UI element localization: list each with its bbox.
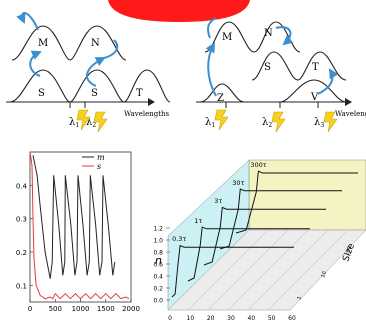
trace-label: 3τ <box>214 197 222 205</box>
level-s2-a: S <box>91 88 98 99</box>
y-tick-label: 0.3 <box>16 216 27 224</box>
level-n-a: N <box>91 38 100 49</box>
level-z-b: Z <box>217 93 224 104</box>
panel-b: Wavelengths M N S T Z V λ1 λ2 λ3 <box>196 17 366 133</box>
lambda-1-a: λ1 <box>69 117 79 129</box>
chart-d-y-ticks: 0.0 0.2 0.4 0.6 0.8 1.0 1.2 <box>153 226 170 305</box>
trace-3τ <box>203 206 326 266</box>
chart-c-x-ticks: 0 500 1000 1500 2000 <box>28 299 140 313</box>
lambda-2-b: λ2 <box>262 117 272 129</box>
top-banner <box>108 0 250 22</box>
level-m-b: M <box>222 32 232 43</box>
transition-arrow <box>86 57 106 87</box>
panel-a-axis-label: Wavelengths <box>124 110 170 118</box>
transition-arrow <box>103 39 119 59</box>
legend-m-label: m <box>97 153 105 162</box>
trace-300τ <box>235 170 358 234</box>
size-tick-label: 1 <box>296 296 303 301</box>
chart-c-y-ticks: 0.1 0.2 0.3 0.4 <box>16 182 33 290</box>
chart-d-ylabel: n <box>155 254 162 267</box>
level-s-b: S <box>264 62 271 73</box>
x-tick-label: 0 <box>28 305 32 313</box>
trace-label: 300τ <box>250 161 266 169</box>
lightning-icon <box>271 111 286 133</box>
series-line-s <box>29 151 130 300</box>
level-t-a: T <box>136 88 143 99</box>
x-tick-label: 500 <box>49 305 62 313</box>
transition-arrow <box>317 68 339 95</box>
trace-1τ <box>187 226 310 282</box>
lambda-2-a: λ2 <box>86 117 96 129</box>
trace-30τ <box>219 188 342 250</box>
x-tick-label: 30 <box>227 315 235 322</box>
y-tick-label: 0.4 <box>16 182 28 190</box>
y-tick-label: 1.0 <box>153 238 163 245</box>
transition-arrow <box>29 50 42 77</box>
x-tick-label: 10 <box>187 315 195 322</box>
chart-c-series <box>29 151 130 300</box>
level-n-b: N <box>264 28 273 39</box>
floor-grid <box>187 229 349 311</box>
level-s1-a: S <box>38 88 45 99</box>
x-tick-label: 50 <box>268 315 276 322</box>
x-tick-label: 1000 <box>72 305 90 313</box>
panel-b-upper-curve <box>204 21 301 53</box>
trace-label: 0.3τ <box>172 235 186 243</box>
panel-a: Wavelengths M N S S T λ1 λ2 <box>6 12 171 133</box>
chart-c-frame <box>29 151 132 303</box>
x-tick-label: 40 <box>248 315 256 322</box>
x-tick-label: 20 <box>207 315 215 322</box>
lightning-icon <box>214 109 229 131</box>
x-tick-label: 2000 <box>122 305 140 313</box>
floor <box>167 229 366 311</box>
chart-d-size-ticks: 1 10 100 <box>296 246 353 301</box>
x-tick-label: 0 <box>168 315 172 322</box>
waterfall-3d-chart: 0.00.20.40.60.81.01.2 0 10 20 30 40 50 60 1101… <box>153 159 366 322</box>
y-tick-label: 0.4 <box>153 274 163 281</box>
y-tick-label: 1.2 <box>153 226 163 233</box>
transition-arrow <box>205 42 217 97</box>
trace-label: 1τ <box>194 217 202 225</box>
size-tick-label: 100 <box>344 246 353 257</box>
panel-a-lower-curve <box>9 69 171 103</box>
level-v-b: V <box>310 92 319 103</box>
y-tick-label: 0.6 <box>153 262 163 269</box>
x-tick-label: 60 <box>288 315 296 322</box>
x-tick-label: 1500 <box>97 305 115 313</box>
oscillation-chart: 0.1 0.2 0.3 0.4 0 500 1000 1500 2000 m s <box>16 151 140 313</box>
lightning-icon <box>93 111 108 133</box>
y-tick-label: 0.1 <box>16 282 27 290</box>
trace-label: 30τ <box>232 179 244 187</box>
size-tick-label: 10 <box>320 271 328 279</box>
panel-a-upper-curve <box>11 25 127 61</box>
back-wall <box>248 159 366 231</box>
y-tick-label: 0.2 <box>153 286 163 293</box>
chart-d-x-ticks: 0 10 20 30 40 50 60 <box>168 315 296 322</box>
trace-0.3τ <box>171 244 294 298</box>
panel-b-lower-curve <box>199 79 347 103</box>
y-tick-label: 0.2 <box>16 249 27 257</box>
lambda-3-b: λ3 <box>314 117 324 129</box>
y-tick-label: 0.8 <box>153 250 163 257</box>
panel-b-axis-label: Wavelengths <box>335 110 366 118</box>
level-m-a: M <box>38 38 48 49</box>
transition-arrow <box>275 26 294 46</box>
level-t-b: T <box>312 62 319 73</box>
transition-arrow <box>16 12 39 31</box>
panel-b-middle-curve <box>251 51 347 81</box>
legend-s-label: s <box>97 162 101 171</box>
transition-arrow <box>207 17 217 39</box>
chart-d-traces: 0.3τ 1τ 3τ 30τ 300τ <box>171 161 358 298</box>
y-tick-label: 0.0 <box>153 298 163 305</box>
lambda-1-b: λ1 <box>205 117 215 129</box>
series-line-m <box>32 155 116 279</box>
